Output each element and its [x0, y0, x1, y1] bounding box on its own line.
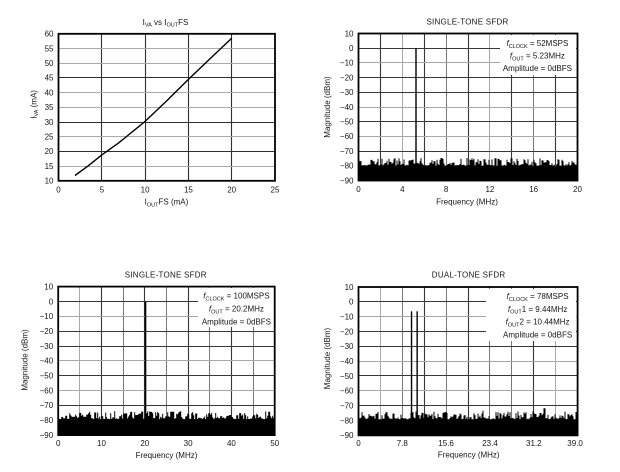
svg-text:25: 25 [271, 185, 280, 194]
svg-text:Amplitude = 0dBFS: Amplitude = 0dBFS [202, 318, 271, 327]
svg-text:−40: −40 [340, 103, 354, 112]
svg-text:40: 40 [227, 439, 236, 448]
svg-text:−50: −50 [340, 372, 354, 381]
svg-text:0: 0 [356, 439, 361, 448]
svg-text:31.2: 31.2 [526, 439, 542, 448]
svg-text:40: 40 [45, 88, 54, 97]
svg-text:0: 0 [56, 439, 61, 448]
svg-text:20: 20 [140, 439, 149, 448]
svg-text:60: 60 [45, 30, 54, 39]
svg-text:Magnitude (dBm): Magnitude (dBm) [21, 329, 30, 391]
svg-text:−30: −30 [340, 88, 354, 97]
svg-text:−20: −20 [340, 73, 354, 82]
svg-text:Amplitude = 0dBFS: Amplitude = 0dBFS [503, 64, 572, 73]
svg-text:−20: −20 [340, 327, 354, 336]
svg-text:12: 12 [485, 185, 494, 194]
svg-text:Magnitude (dBm): Magnitude (dBm) [323, 76, 332, 138]
svg-text:5: 5 [100, 185, 105, 194]
svg-text:−80: −80 [340, 416, 354, 425]
svg-text:Frequency (MHz): Frequency (MHz) [436, 198, 498, 207]
svg-text:fOUT​ = 5.23MHz: fOUT​ = 5.23MHz [510, 52, 565, 63]
svg-text:10: 10 [44, 282, 53, 291]
svg-text:−60: −60 [340, 387, 354, 396]
svg-text:15.6: 15.6 [438, 439, 454, 448]
svg-text:0: 0 [356, 185, 361, 194]
svg-text:−80: −80 [340, 162, 354, 171]
svg-text:Magnitude (dBm): Magnitude (dBm) [323, 327, 332, 389]
svg-text:−30: −30 [40, 342, 54, 351]
svg-text:SINGLE-TONE SFDR: SINGLE-TONE SFDR [125, 270, 207, 279]
svg-text:4: 4 [400, 185, 405, 194]
svg-text:−80: −80 [40, 416, 54, 425]
svg-text:IOUT​FS (mA): IOUT​FS (mA) [145, 198, 189, 209]
svg-text:−70: −70 [340, 147, 354, 156]
svg-text:10: 10 [345, 283, 354, 292]
svg-text:−40: −40 [40, 357, 54, 366]
svg-text:55: 55 [45, 44, 54, 53]
svg-text:fOUT​1 = 9.44MHz: fOUT​1 = 9.44MHz [508, 305, 567, 316]
svg-text:0: 0 [49, 297, 54, 306]
svg-text:SINGLE-TONE SFDR: SINGLE-TONE SFDR [426, 18, 508, 27]
svg-text:−60: −60 [340, 132, 354, 141]
svg-text:23.4: 23.4 [482, 439, 498, 448]
svg-text:−30: −30 [340, 342, 354, 351]
svg-text:fOUT​ = 20.2MHz: fOUT​ = 20.2MHz [209, 305, 264, 316]
svg-text:15: 15 [45, 162, 54, 171]
svg-text:−60: −60 [40, 386, 54, 395]
svg-text:−50: −50 [40, 372, 54, 381]
svg-text:15: 15 [184, 185, 193, 194]
svg-text:0: 0 [349, 298, 354, 307]
svg-text:IVA​ vs IOUT​FS: IVA​ vs IOUT​FS [143, 18, 189, 29]
svg-text:20: 20 [45, 147, 54, 156]
svg-text:10: 10 [45, 177, 54, 186]
svg-text:−20: −20 [40, 327, 54, 336]
svg-text:IVA​ (mA): IVA​ (mA) [29, 90, 40, 119]
svg-text:39.0: 39.0 [567, 439, 583, 448]
svg-text:Frequency (MHz): Frequency (MHz) [438, 451, 500, 460]
svg-text:30: 30 [184, 439, 193, 448]
svg-text:10: 10 [97, 439, 106, 448]
svg-text:−10: −10 [40, 312, 54, 321]
svg-text:10: 10 [345, 29, 354, 38]
svg-text:fCLOCK​ = 78MSPS: fCLOCK​ = 78MSPS [507, 292, 569, 303]
svg-text:fCLOCK​ = 52MSPS: fCLOCK​ = 52MSPS [506, 39, 568, 50]
svg-text:45: 45 [45, 74, 54, 83]
svg-text:−70: −70 [40, 401, 54, 410]
svg-text:35: 35 [45, 103, 54, 112]
svg-text:0: 0 [56, 185, 61, 194]
svg-text:Frequency (MHz): Frequency (MHz) [136, 451, 198, 460]
svg-text:50: 50 [45, 59, 54, 68]
svg-text:30: 30 [45, 118, 54, 127]
svg-text:−90: −90 [340, 176, 354, 185]
svg-text:fCLOCK​ = 100MSPS: fCLOCK​ = 100MSPS [203, 292, 269, 303]
svg-text:−50: −50 [340, 118, 354, 127]
svg-text:−70: −70 [340, 401, 354, 410]
svg-text:fOUT​2 = 10.44MHz: fOUT​2 = 10.44MHz [506, 318, 570, 329]
svg-text:25: 25 [45, 133, 54, 142]
svg-text:50: 50 [270, 439, 279, 448]
svg-text:0: 0 [349, 44, 354, 53]
svg-text:−40: −40 [340, 357, 354, 366]
svg-text:8: 8 [444, 185, 449, 194]
svg-text:20: 20 [573, 185, 582, 194]
svg-text:10: 10 [141, 185, 150, 194]
svg-text:20: 20 [227, 185, 236, 194]
svg-text:DUAL-TONE SFDR: DUAL-TONE SFDR [432, 270, 506, 279]
svg-text:Amplitude = 0dBFS: Amplitude = 0dBFS [503, 330, 572, 339]
svg-text:−10: −10 [340, 313, 354, 322]
svg-text:16: 16 [529, 185, 538, 194]
svg-text:7.8: 7.8 [397, 439, 409, 448]
svg-text:−10: −10 [340, 59, 354, 68]
svg-text:−90: −90 [340, 431, 354, 440]
svg-text:−90: −90 [40, 431, 54, 440]
